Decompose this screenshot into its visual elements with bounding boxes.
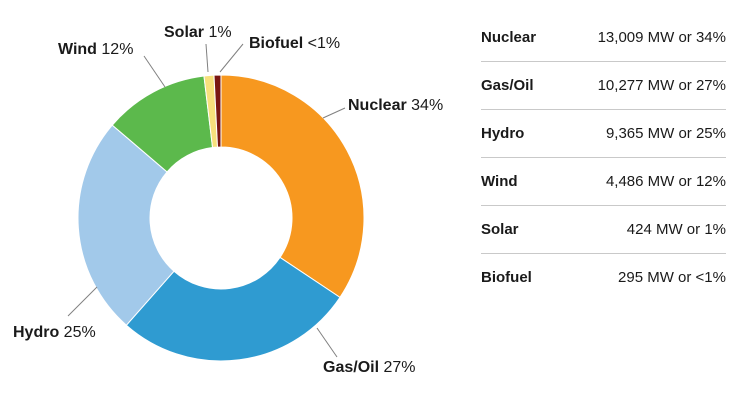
row-value: 9,365 MW or 25% (554, 109, 726, 158)
table-row: Wind 4,486 MW or 12% (481, 157, 726, 206)
table-row: Solar 424 MW or 1% (481, 205, 726, 254)
slice-nuclear (220, 74, 365, 299)
table-row: Gas/Oil 10,277 MW or 27% (481, 61, 726, 110)
slice-label-category: Hydro (13, 324, 59, 341)
leader-line-nuclear (322, 107, 346, 119)
slice-label-percent: 1% (204, 24, 232, 41)
slice-label-percent: 12% (97, 41, 133, 58)
donut-chart: Nuclear 34% Gas/Oil 27% Hydro 25% Wind 12% S… (13, 24, 443, 376)
slice-label-category: Solar (164, 24, 204, 41)
row-value: 10,277 MW or 27% (554, 61, 726, 110)
slice-label-category: Wind (58, 41, 97, 58)
slice-gasoil (125, 256, 341, 362)
row-label: Hydro (481, 109, 555, 158)
table-row: Nuclear 13,009 MW or 34% (481, 14, 726, 62)
donut-slices (77, 74, 365, 362)
slice-label-solar: Solar 1% (164, 24, 232, 41)
slice-label-gasoil: Gas/Oil 27% (323, 359, 416, 376)
slice-label-percent: 34% (407, 97, 443, 114)
value-table: Nuclear 13,009 MW or 34% Gas/Oil 10,277 MW … (481, 14, 726, 301)
slice-label-percent: <1% (303, 35, 340, 52)
slice-label-nuclear: Nuclear 34% (348, 97, 443, 114)
table-row: Hydro 9,365 MW or 25% (481, 109, 726, 158)
row-label: Solar (481, 205, 555, 254)
slice-label-category: Biofuel (249, 35, 303, 52)
row-value: 295 MW or <1% (618, 269, 726, 286)
slice-label-category: Gas/Oil (323, 359, 379, 376)
row-label: Biofuel (481, 269, 532, 286)
leader-line-gasoil (316, 327, 338, 358)
row-label: Gas/Oil (481, 61, 555, 110)
slice-hydro (77, 124, 175, 326)
slice-labels: Nuclear 34% Gas/Oil 27% Hydro 25% Wind 12% S… (13, 24, 443, 376)
row-value: 4,486 MW or 12% (554, 157, 726, 206)
leader-lines (67, 43, 346, 358)
slice-label-category: Nuclear (348, 97, 407, 114)
slice-label-biofuel: Biofuel <1% (249, 35, 340, 52)
slice-biofuel (213, 74, 222, 148)
leader-line-hydro (67, 286, 98, 317)
leader-line-wind (143, 55, 166, 88)
row-value: 424 MW or 1% (554, 205, 726, 254)
slice-label-wind: Wind 12% (58, 41, 133, 58)
row-label: Wind (481, 157, 555, 206)
table-row: Biofuel 295 MW or <1% (481, 254, 726, 302)
leader-line-solar (205, 43, 209, 73)
row-value: 13,009 MW or 34% (554, 14, 726, 62)
row-label: Nuclear (481, 14, 555, 62)
slice-label-hydro: Hydro 25% (13, 324, 96, 341)
leader-line-biofuel (219, 43, 244, 73)
slice-label-percent: 25% (59, 324, 95, 341)
slice-label-percent: 27% (379, 359, 415, 376)
